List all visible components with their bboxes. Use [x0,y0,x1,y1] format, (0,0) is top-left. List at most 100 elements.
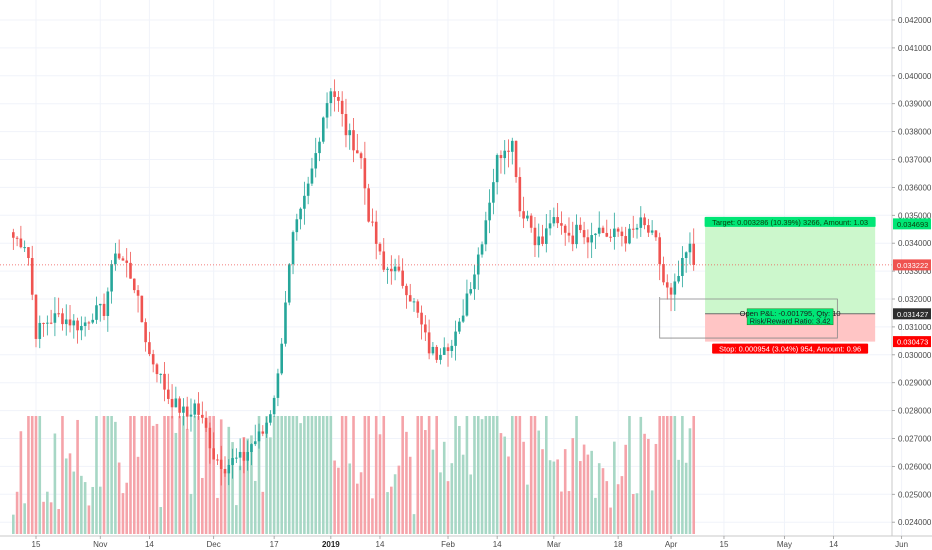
candle-body [393,266,397,272]
candle-body [87,322,91,324]
candle-body [416,301,420,313]
entry-price-tag-text: 0.031427 [897,310,928,319]
volume-bar [53,433,57,534]
price-tick-label: 0.029000 [898,379,932,388]
volume-bar [371,498,374,534]
volume-bar [235,505,238,534]
stop-price-tag [893,336,931,348]
volume-bar [579,461,582,534]
candle-body [628,228,631,244]
price-tick-label: 0.039000 [898,100,932,109]
target-price-tag-text: 0.034693 [897,220,928,229]
volume-bar [167,416,170,534]
volume-bar [76,419,79,534]
volume-bar [469,474,472,534]
volume-bar [503,436,507,534]
volume-bar [344,416,348,534]
volume-bar [132,416,136,534]
volume-bar [15,491,19,534]
candle-body [465,293,469,316]
volume-bar [643,433,646,534]
volume-bar [616,484,620,534]
volume-bar [609,507,612,534]
candle-body [450,345,454,351]
time-tick-label: Dec [207,540,221,549]
volume-bar [321,416,325,534]
candle-body [333,91,336,97]
risk-reward-text: Risk/Reward Ratio: 3.42 [750,316,831,325]
candle-body [287,264,291,303]
volume-bar [159,507,163,534]
candle-body [291,232,295,265]
volume-bar [582,444,586,534]
volume-bar [416,416,420,534]
volume-bar [541,449,544,534]
volume-bar [427,416,431,534]
price-tick-label: 0.031000 [898,323,932,332]
candle-body [545,228,548,244]
volume-bar [318,416,321,534]
time-tick-label: 14 [493,540,502,549]
long-position-tool[interactable]: Target: 0.003286 (10.39%) 3266, Amount: … [659,216,876,354]
candle-body [688,243,692,253]
volume-bar [408,456,412,534]
price-axis[interactable]: 0.042000 0.041000 0.040000 0.039000 0.038000… [891,0,932,536]
volume-bar [272,416,276,534]
target-price-tag [893,218,931,230]
candle-body [510,140,514,152]
candle-body [563,225,567,233]
candle-body [19,238,23,248]
volume-bar [613,441,616,534]
candle-body [38,322,42,339]
entry-price-tag [893,308,931,320]
volume-bar [250,435,253,534]
volume-bar [121,493,125,534]
candle-body [662,264,665,283]
profit-zone [705,223,876,314]
volume-bar [473,416,476,534]
volume-bar [310,416,314,534]
price-tick-label: 0.034000 [898,239,932,248]
time-tick-label: 14 [145,540,154,549]
candle-body [571,235,575,245]
volume-bar [446,481,450,534]
volume-bar [669,416,673,534]
volume-bar [665,416,669,534]
candle-body [250,444,253,453]
price-tick-label: 0.028000 [898,407,932,416]
candle-body [560,223,563,226]
volume-bar [155,423,159,534]
volume-bar [98,486,102,534]
candle-body [522,211,525,219]
volume-bar [405,431,408,534]
time-tick-label: Jun [895,540,908,549]
volume-bar [182,416,185,534]
volume-bar [461,454,465,534]
volume-bar [545,416,548,534]
candle-body [579,224,582,231]
candle-body [30,258,34,295]
candle-body [280,343,283,374]
volume-bar [677,459,680,534]
candle-body [238,451,242,458]
candle-body [64,319,68,325]
volume-bar [42,501,45,534]
candle-body [125,260,129,263]
candle-body [159,373,163,375]
candle-body [46,322,49,324]
candle-body [613,228,616,238]
volume-bar [374,416,378,534]
candle-body [185,406,189,417]
volume-bar [306,416,310,534]
candle-body [110,264,113,292]
volume-bar [420,416,423,534]
candle-body [306,183,310,196]
time-tick-label: 14 [829,540,838,549]
volume-bar [329,416,333,534]
volume-bar [212,416,215,534]
volume-bar [390,486,393,534]
time-axis[interactable]: 15 Nov 14 Dec 17 2019 14 Feb 14 Mar 18 Apr 15 May 14 Ju… [0,535,932,549]
candle-body [80,325,83,331]
volume-bar [284,416,287,534]
